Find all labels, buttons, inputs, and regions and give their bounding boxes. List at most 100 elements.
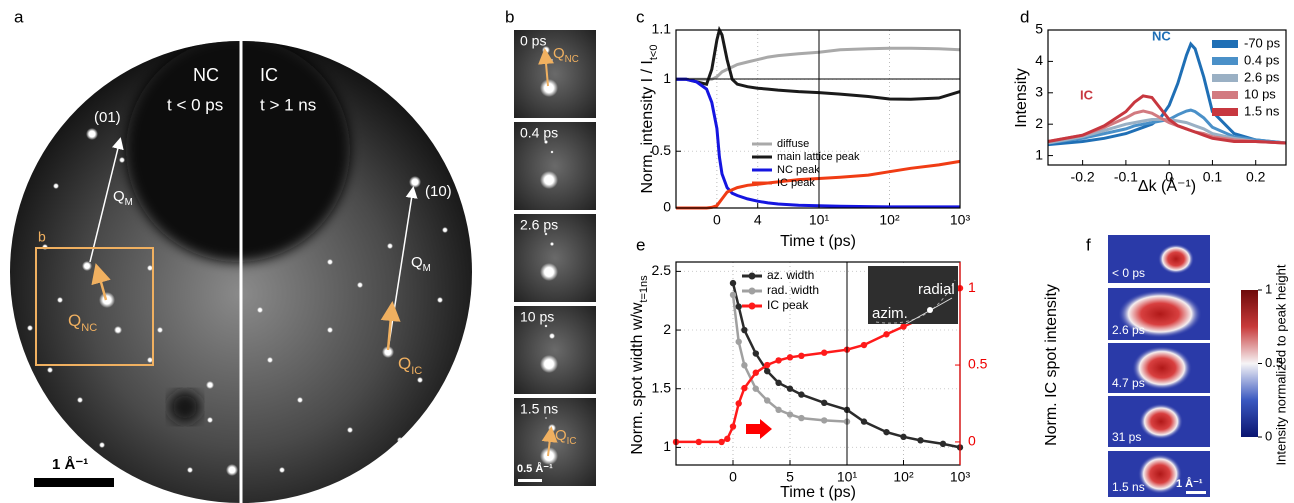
marker — [741, 385, 747, 391]
blob — [1139, 404, 1183, 440]
legend-swatch — [1212, 40, 1238, 48]
frame-label: < 0 ps — [1112, 266, 1145, 280]
y-tick-label: 1.5 — [652, 379, 672, 395]
frame-label: 4.7 ps — [1112, 376, 1145, 390]
label: NC — [193, 65, 219, 85]
spot — [86, 128, 98, 140]
label: 0.5 Å⁻¹ — [517, 462, 553, 475]
y-tick-label: 2 — [663, 321, 671, 337]
marker — [696, 439, 702, 445]
y2-axis-label: Norm. IC spot intensity — [1043, 284, 1060, 446]
spot — [53, 183, 59, 189]
scale-bar — [34, 478, 114, 487]
y-axis-label: Intensity — [1013, 68, 1030, 128]
spot — [409, 176, 421, 188]
label: 1 Å⁻¹ — [1176, 477, 1203, 490]
frame-label: 1.5 ns — [520, 401, 558, 417]
colorbar-tick-label: 1 — [1265, 281, 1272, 296]
legend-label: diffuse — [777, 138, 809, 150]
label: t > 1 ns — [260, 95, 316, 114]
label: b — [38, 229, 46, 245]
spot — [327, 259, 333, 265]
annotation: NC — [1152, 28, 1171, 43]
subscript: NC — [565, 54, 579, 65]
spot — [327, 327, 333, 333]
y-tick-label: 1 — [1035, 146, 1043, 162]
frame-label: 31 ps — [1112, 430, 1141, 444]
subscript: t=1ns — [638, 275, 650, 303]
spot — [387, 243, 393, 249]
y-tick-label: 5 — [1035, 21, 1043, 37]
x-tick-label: 10¹ — [809, 212, 830, 228]
x-tick-label: 0 — [713, 212, 721, 228]
spot — [279, 467, 285, 473]
marker — [900, 323, 906, 329]
subscript: M — [125, 197, 133, 208]
spot — [37, 447, 43, 453]
spot — [267, 357, 273, 363]
x-tick-label: 0.1 — [1203, 169, 1223, 185]
legend-label: IC peak — [767, 298, 809, 312]
series-line — [676, 30, 960, 99]
spot — [540, 355, 558, 373]
y-axis-label: Norm. intensity I / It<0 — [639, 45, 660, 194]
legend-label: 1.5 ns — [1244, 103, 1280, 118]
marker — [730, 280, 736, 286]
legend-label: 10 ps — [1244, 86, 1276, 101]
marker — [741, 327, 747, 333]
q: Q — [68, 311, 81, 330]
panel-letter: f — [1086, 235, 1091, 254]
subscript: NC — [81, 322, 97, 334]
y2-tick-label: 0.5 — [968, 356, 988, 372]
panel-letter: a — [14, 7, 24, 26]
y2-tick-label: 1 — [968, 279, 976, 295]
y-tick-label: 2.5 — [652, 262, 672, 278]
frame-label: 2.6 ps — [520, 217, 558, 233]
frame-label: 10 ps — [520, 309, 554, 325]
marker — [736, 339, 742, 345]
panel-letter: b — [505, 7, 514, 26]
marker — [900, 434, 906, 440]
frame-label: 1.5 ns — [1112, 480, 1145, 494]
subscript: IC — [411, 365, 422, 377]
subscript: t<0 — [648, 45, 660, 61]
spot — [119, 157, 125, 163]
marker — [775, 357, 781, 363]
spot — [47, 367, 53, 373]
spot — [357, 282, 363, 288]
q: Q — [411, 254, 423, 271]
marker — [861, 342, 867, 348]
spot — [397, 437, 403, 443]
marker — [753, 350, 759, 356]
q: Q — [553, 45, 565, 62]
marker — [787, 411, 793, 417]
legend-marker — [749, 273, 756, 280]
scale-bar — [518, 479, 542, 482]
spot — [545, 233, 548, 236]
spot — [927, 307, 933, 313]
legend-label: rad. width — [767, 283, 819, 297]
shadow — [126, 38, 350, 262]
colorbar-tick-label: 0 — [1265, 428, 1272, 443]
spot — [297, 397, 303, 403]
y-axis-label: Norm. spot width w/wt=1ns — [629, 275, 650, 455]
marker — [730, 292, 736, 298]
label: (10) — [425, 183, 452, 200]
panel-letter: c — [636, 7, 645, 26]
x-axis-label: Δk (Å⁻¹) — [1138, 176, 1196, 195]
y-axis-label-text: Norm. spot width w/w — [629, 302, 646, 454]
marker — [821, 350, 827, 356]
label: 1 Å⁻¹ — [52, 456, 88, 473]
marker — [917, 437, 923, 443]
panel-letter: e — [636, 235, 645, 254]
spot — [187, 467, 193, 473]
spot — [82, 261, 92, 271]
legend-swatch — [1212, 74, 1238, 82]
marker — [787, 386, 793, 392]
frame-label: 2.6 ps — [1112, 323, 1145, 337]
legend-label: NC peak — [777, 164, 820, 176]
x-tick-label: 10³ — [950, 212, 971, 228]
marker — [787, 354, 793, 360]
spot — [157, 327, 163, 333]
legend-label: IC peak — [777, 177, 815, 189]
